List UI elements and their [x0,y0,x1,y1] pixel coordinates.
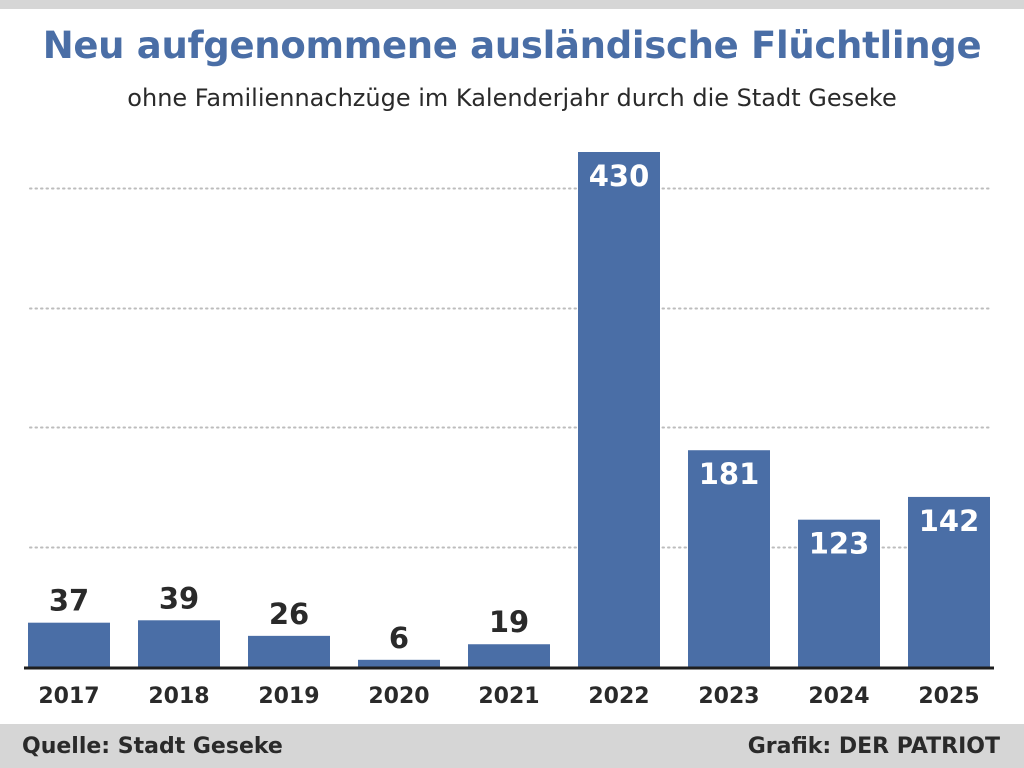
x-tick-label: 2020 [368,684,429,709]
bar [578,152,660,667]
bar-chart: 37 2017 39 2018 26 2019 6 2020 19 2021 430 2022 181 2… [24,152,994,709]
x-tick-label: 2019 [258,684,319,709]
chart-subtitle: ohne Familiennachzüge im Kalenderjahr du… [127,84,897,112]
x-tick-label: 2018 [148,684,209,709]
bar [358,659,440,667]
bar [248,635,330,667]
bar [798,519,880,667]
data-label: 6 [389,621,409,655]
graphic-credit: Grafik: DER PATRIOT [747,734,1000,759]
data-label: 430 [589,159,650,193]
x-tick-label: 2021 [478,684,539,709]
bar [138,620,220,667]
x-tick-label: 2025 [918,684,979,709]
data-label: 19 [489,605,529,639]
chart-title: Neu aufgenommene ausländische Flüchtling… [42,24,982,67]
data-label: 142 [919,504,980,538]
data-label: 39 [159,581,199,615]
bar [688,450,770,667]
data-label: 123 [809,527,870,561]
data-label: 37 [49,584,89,618]
data-label: 181 [699,457,760,491]
top-band [0,0,1024,9]
x-tick-label: 2023 [698,684,759,709]
bar [908,496,990,667]
bar [468,644,550,667]
x-tick-label: 2017 [38,684,99,709]
data-label: 26 [269,597,309,631]
footer-band: Quelle: Stadt Geseke Grafik: DER PATRIOT [0,724,1024,768]
bar [28,622,110,667]
source-note: Quelle: Stadt Geseke [22,734,283,759]
x-tick-label: 2024 [808,684,869,709]
x-tick-label: 2022 [588,684,649,709]
